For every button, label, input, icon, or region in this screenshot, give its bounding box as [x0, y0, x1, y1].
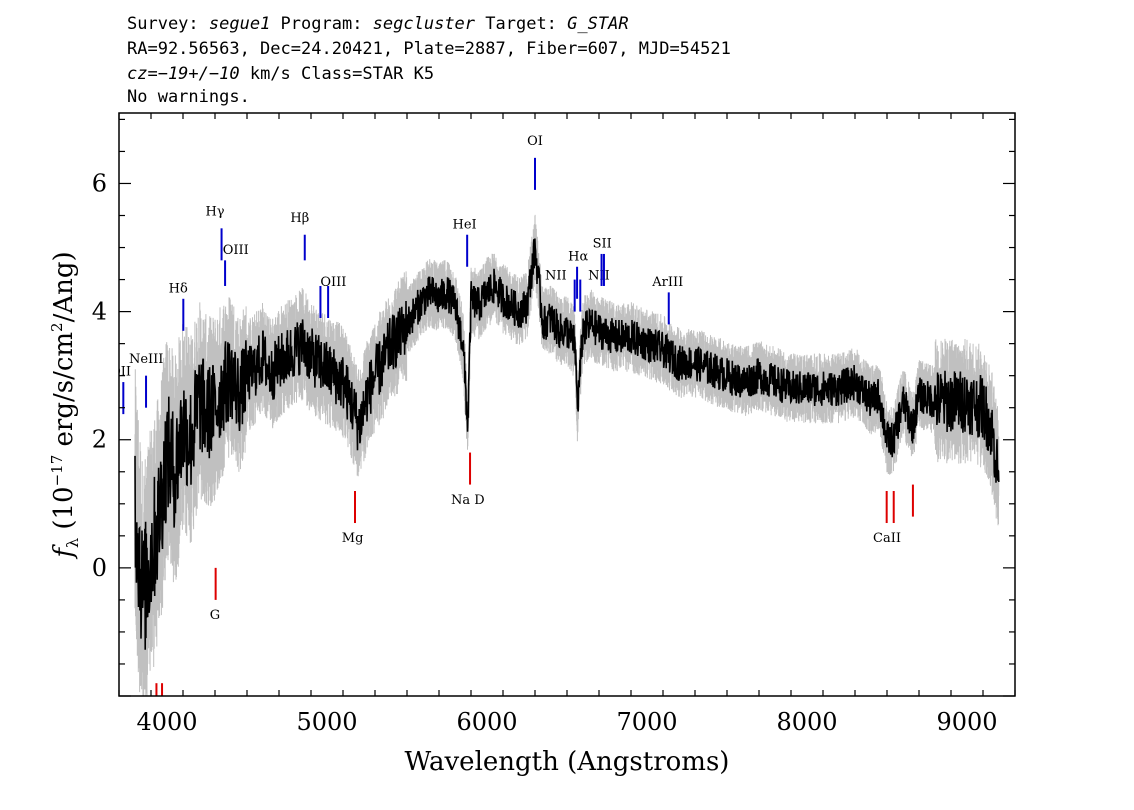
flux-error-band — [134, 214, 1000, 696]
y-axis-title: fλ (10−17 erg/s/cm2/Ang) — [48, 251, 82, 559]
header-line-1: Survey: segue1 Program: segcluster Targe… — [127, 14, 629, 34]
x-tick-label: 6000 — [456, 708, 517, 736]
y-tick-label: 0 — [92, 554, 107, 582]
absorption-line-label: CaII — [873, 531, 901, 546]
header-line-2: RA=92.56563, Dec=24.20421, Plate=2887, F… — [127, 39, 731, 59]
header-line-4: No warnings. — [127, 87, 250, 107]
x-tick-label: 9000 — [936, 708, 997, 736]
x-tick-label: 5000 — [296, 708, 357, 736]
emission-line-label: OI — [527, 134, 543, 149]
emission-line-label: OIII — [320, 275, 346, 290]
x-tick-label: 7000 — [616, 708, 677, 736]
emission-line-label: OII — [110, 365, 131, 380]
emission-line-label: NeIII — [129, 352, 163, 367]
y-tick-label: 4 — [92, 298, 107, 326]
emission-line-label: NII — [588, 269, 610, 284]
emission-line-label: Hβ — [290, 211, 309, 226]
emission-line-label: ArIII — [651, 275, 683, 290]
absorption-line-label: G — [210, 608, 220, 623]
x-tick-label: 8000 — [776, 708, 837, 736]
absorption-line-label: Na D — [451, 493, 485, 508]
flux-line — [134, 238, 1000, 650]
absorption-line-label: Mg — [342, 531, 364, 546]
emission-line-label: NII — [545, 269, 567, 284]
x-axis-title: Wavelength (Angstroms) — [405, 747, 730, 777]
emission-line-label: OIII — [223, 243, 249, 258]
axis-ticks: 4000 5000 6000 7000 8000 9000 0 2 4 6 — [92, 113, 1016, 736]
emission-line-label: Hα — [568, 249, 588, 264]
emission-line-label: HeI — [453, 217, 477, 232]
y-tick-label: 2 — [92, 426, 107, 454]
x-tick-label: 4000 — [136, 708, 197, 736]
header-line-3: cz=−19+/−10 km/s Class=STAR K5 — [127, 64, 434, 84]
emission-line-label: Hγ — [205, 205, 224, 220]
emission-line-label: SII — [593, 237, 612, 252]
y-tick-label: 6 — [92, 169, 107, 197]
emission-line-label: Hδ — [169, 281, 188, 296]
